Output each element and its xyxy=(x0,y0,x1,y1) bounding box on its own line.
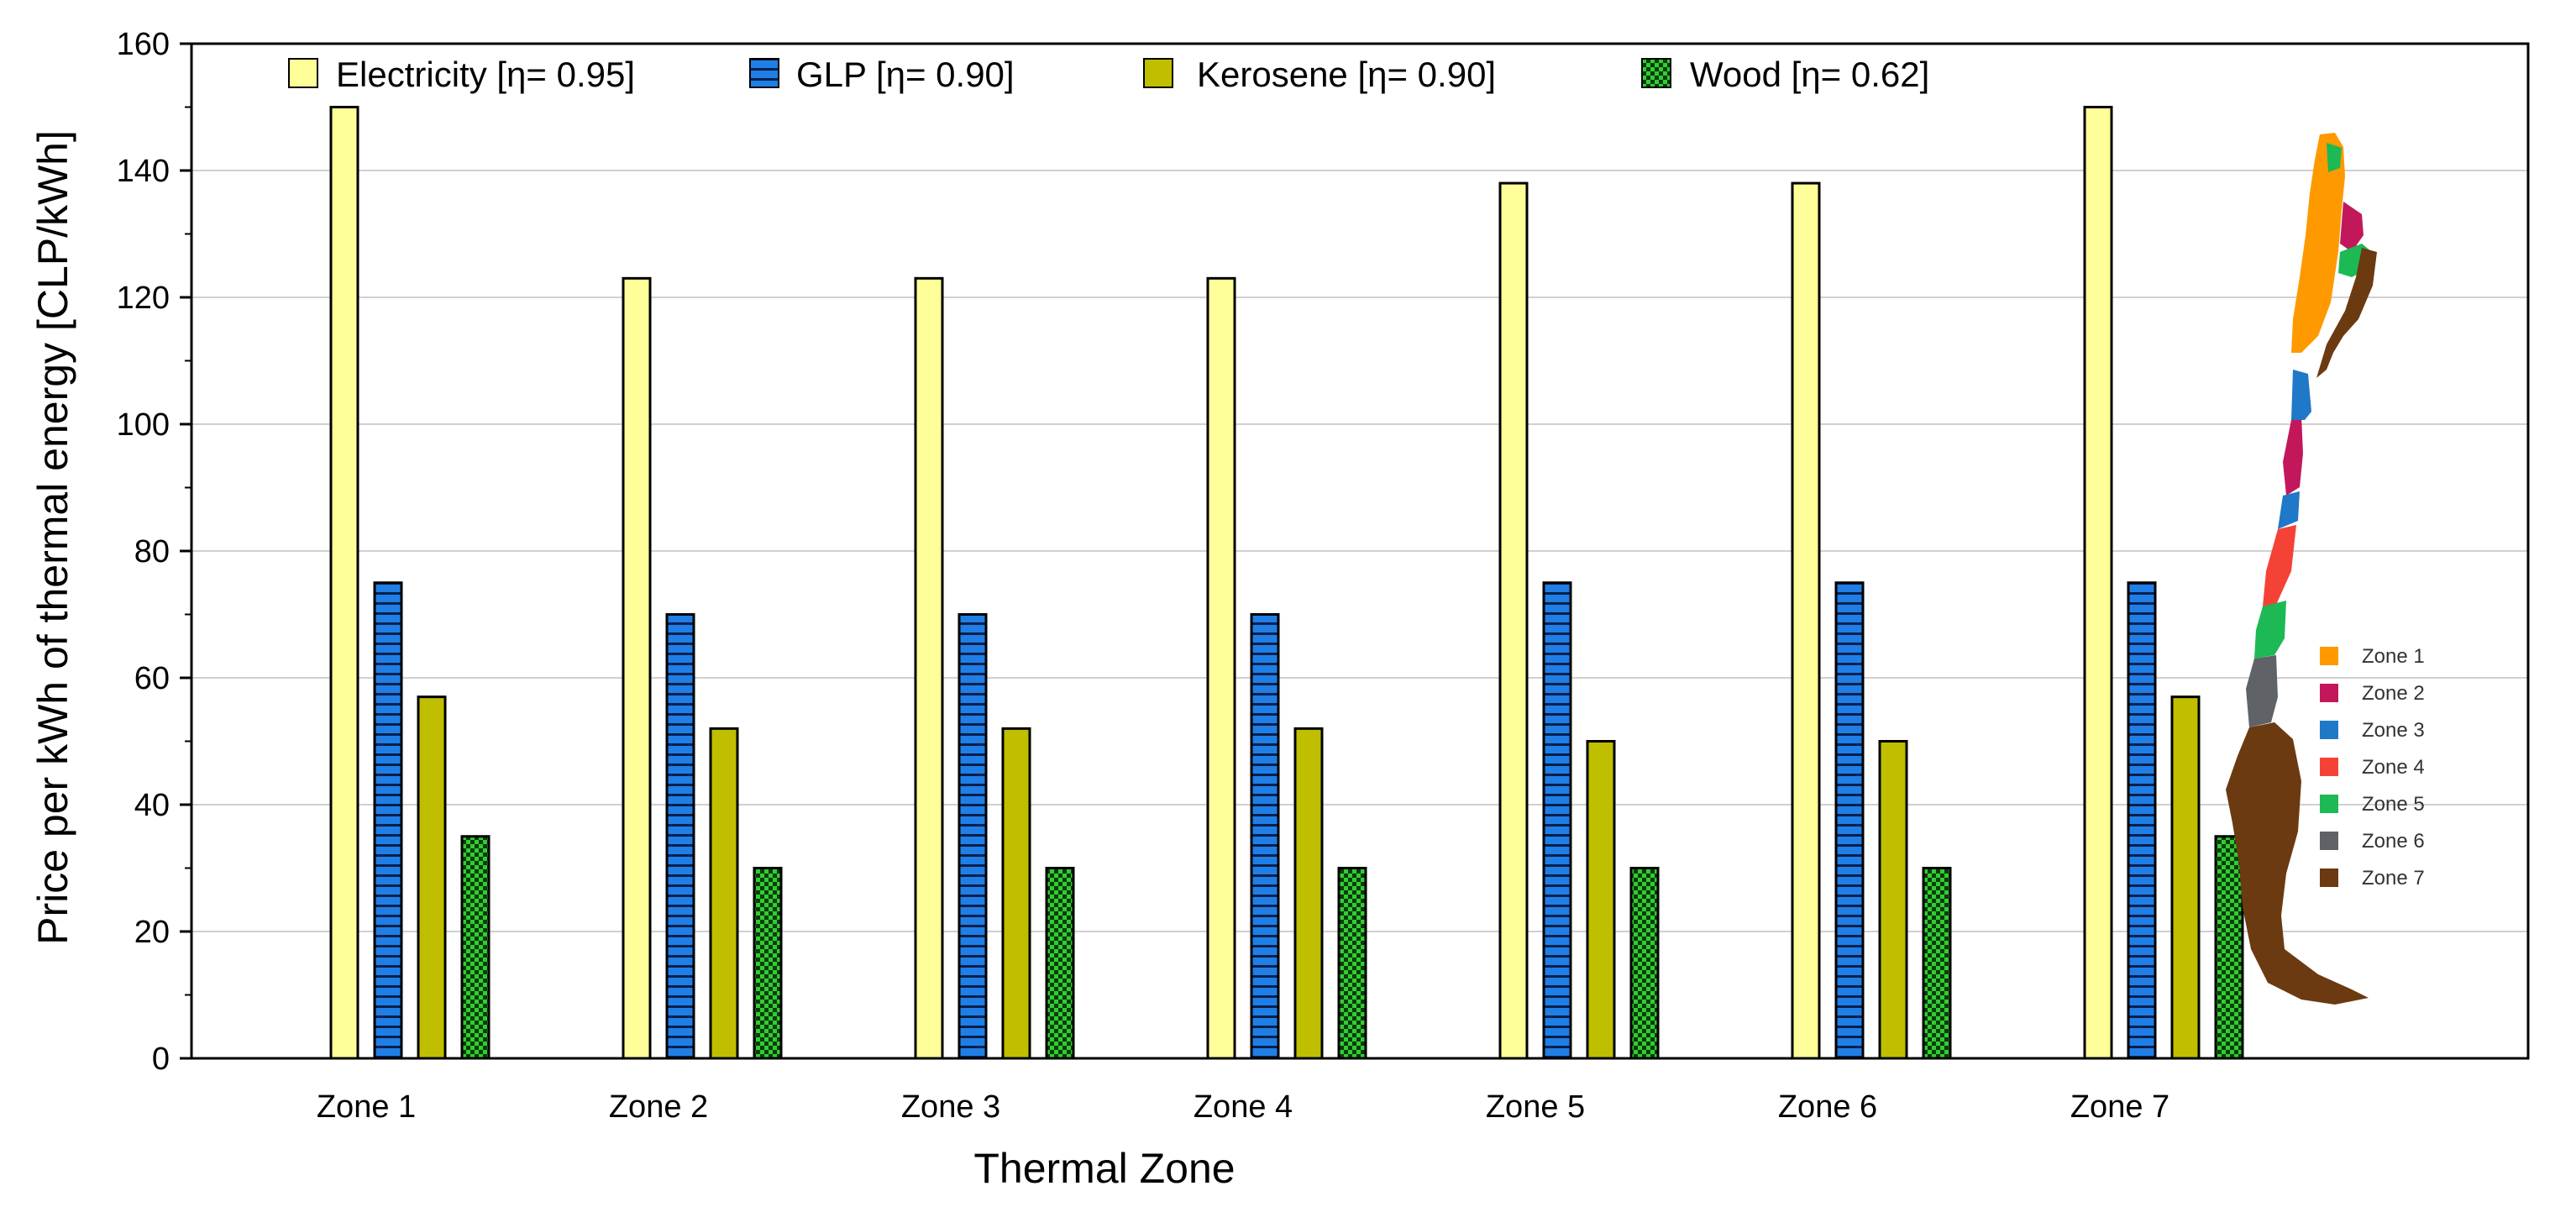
x-tick-label: Zone 3 xyxy=(901,1089,1000,1125)
map-legend-swatch xyxy=(2320,795,2338,813)
map-legend-label: Zone 1 xyxy=(2362,645,2425,668)
bar-wood-zone-5 xyxy=(1629,867,1660,1060)
map-legend-label: Zone 7 xyxy=(2362,867,2425,890)
legend-label-glp: GLP [η= 0.90] xyxy=(796,55,1015,94)
y-tick-label: 40 xyxy=(134,788,170,823)
chile-zone-map: Zone 1 Zone 2 Zone 3 Zone 4 Zone 5 Zone 6 Zone… xyxy=(2226,133,2425,1005)
map-zone-6 xyxy=(2246,655,2278,727)
map-legend-swatch xyxy=(2320,684,2338,702)
map-legend-label: Zone 4 xyxy=(2362,756,2425,779)
legend-label-kerosene: Kerosene [η= 0.90] xyxy=(1197,55,1496,94)
bar-glp-zone-5 xyxy=(1542,581,1572,1060)
bar-wood-zone-2 xyxy=(753,867,783,1060)
bar-wood-zone-3 xyxy=(1045,867,1075,1060)
bar-electricity-zone-5 xyxy=(1498,181,1529,1060)
bar-kerosene-zone-6 xyxy=(1878,740,1908,1060)
y-tick-label: 160 xyxy=(117,27,170,62)
x-tick-label: Zone 6 xyxy=(1778,1089,1877,1125)
legend: Electricity [η= 0.95] GLP [η= 0.90] Kero… xyxy=(288,55,1929,94)
x-tick-label: Zone 1 xyxy=(317,1089,416,1125)
y-tick-label: 20 xyxy=(134,915,170,950)
legend-swatch-wood xyxy=(1641,58,1671,88)
map-legend-label: Zone 5 xyxy=(2362,793,2425,816)
bar-electricity-zone-7 xyxy=(2083,106,2113,1060)
map-legend-label: Zone 6 xyxy=(2362,830,2425,853)
bar-kerosene-zone-3 xyxy=(1001,727,1031,1060)
bar-kerosene-zone-5 xyxy=(1586,740,1616,1060)
map-zone-2 xyxy=(2283,202,2364,496)
map-legend: Zone 1 Zone 2 Zone 3 Zone 4 Zone 5 Zone 6 Zone… xyxy=(2320,645,2425,890)
x-tick-label: Zone 4 xyxy=(1194,1089,1293,1125)
y-tick-label: 100 xyxy=(117,407,170,443)
y-tick-label: 140 xyxy=(117,154,170,189)
map-zone-1 xyxy=(2291,133,2345,353)
y-tick-label: 80 xyxy=(134,534,170,569)
y-tick-label: 120 xyxy=(117,281,170,316)
map-legend-swatch xyxy=(2320,832,2338,850)
x-tick-label: Zone 5 xyxy=(1486,1089,1585,1125)
y-tick-label: 60 xyxy=(134,661,170,696)
x-axis-title: Thermal Zone xyxy=(973,1145,1235,1192)
bar-glp-zone-3 xyxy=(957,613,988,1060)
bar-electricity-zone-1 xyxy=(329,106,359,1060)
legend-label-electricity: Electricity [η= 0.95] xyxy=(336,55,635,94)
x-axis: Zone 1 Zone 2 Zone 3 Zone 4 Zone 5 Zone 6 Zone… xyxy=(317,1089,2169,1125)
bar-kerosene-zone-2 xyxy=(709,727,739,1060)
map-zone-4 xyxy=(2263,525,2296,606)
legend-swatch-electricity xyxy=(288,58,318,88)
bar-glp-zone-1 xyxy=(373,581,403,1060)
bar-glp-zone-2 xyxy=(665,613,695,1060)
y-axis-title: Price per kWh of thermal energy [CLP/kWh… xyxy=(29,130,76,945)
map-zone-7-north xyxy=(2316,248,2377,378)
bar-electricity-zone-3 xyxy=(914,276,944,1060)
bar-wood-zone-7 xyxy=(2214,835,2244,1060)
bar-glp-zone-7 xyxy=(2127,581,2157,1060)
legend-label-wood: Wood [η= 0.62] xyxy=(1690,55,1929,94)
bar-kerosene-zone-7 xyxy=(2170,695,2201,1060)
x-tick-label: Zone 7 xyxy=(2070,1089,2169,1125)
bar-electricity-zone-6 xyxy=(1791,181,1821,1060)
bar-wood-zone-6 xyxy=(1922,867,1952,1060)
map-legend-label: Zone 2 xyxy=(2362,682,2425,705)
bar-electricity-zone-4 xyxy=(1206,276,1236,1060)
bar-electricity-zone-2 xyxy=(622,276,652,1060)
bar-wood-zone-4 xyxy=(1337,867,1367,1060)
x-tick-label: Zone 2 xyxy=(609,1089,708,1125)
legend-swatch-kerosene xyxy=(1143,58,1173,88)
map-legend-swatch xyxy=(2320,721,2338,739)
legend-swatch-glp xyxy=(749,58,779,88)
bar-glp-zone-4 xyxy=(1250,613,1280,1060)
y-axis: 0 20 40 60 80 100 120 140 160 xyxy=(117,27,191,1077)
map-legend-label: Zone 3 xyxy=(2362,719,2425,742)
bars xyxy=(329,106,2244,1060)
bar-kerosene-zone-4 xyxy=(1293,727,1324,1060)
map-legend-swatch xyxy=(2320,869,2338,887)
y-tick-label: 0 xyxy=(152,1042,170,1077)
gridlines xyxy=(191,170,2528,932)
bar-wood-zone-1 xyxy=(460,835,491,1060)
bar-kerosene-zone-1 xyxy=(417,695,447,1060)
map-legend-swatch xyxy=(2320,758,2338,776)
map-legend-swatch xyxy=(2320,647,2338,665)
bar-glp-zone-6 xyxy=(1834,581,1865,1060)
map-zone-5 xyxy=(2254,601,2286,659)
map-zone-7 xyxy=(2226,722,2369,1005)
map-zone-3 xyxy=(2278,370,2311,529)
